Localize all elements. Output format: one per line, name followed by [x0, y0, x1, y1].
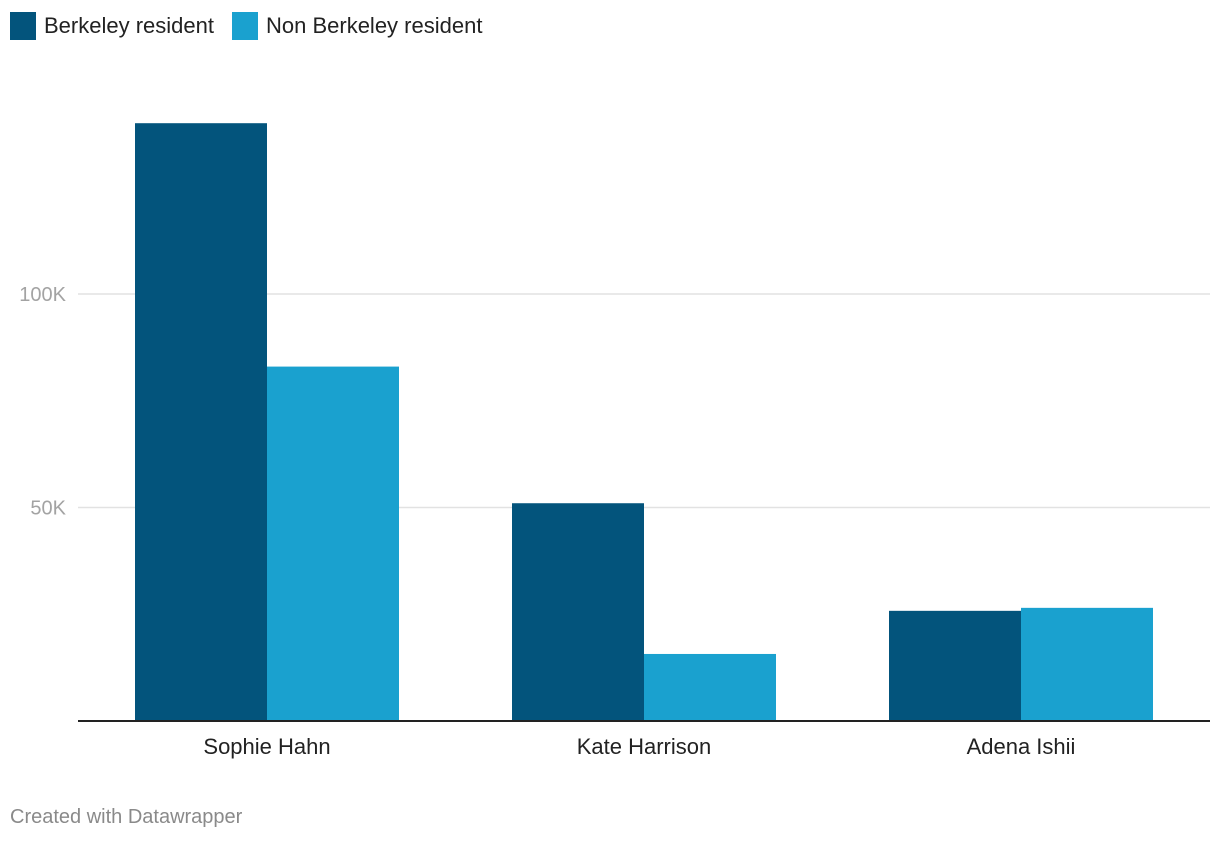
bar-non-berkeley-resident-adena-ishii: [1021, 607, 1153, 721]
bar-berkeley-resident-sophie-hahn: [135, 123, 267, 721]
x-tick-label: Kate Harrison: [577, 734, 712, 759]
legend: Berkeley resident Non Berkeley resident: [10, 12, 482, 40]
legend-swatch-berkeley-resident: [10, 12, 36, 40]
legend-item-non-berkeley-resident: Non Berkeley resident: [231, 12, 483, 40]
legend-item-berkeley-resident: Berkeley resident: [10, 12, 214, 40]
bar-non-berkeley-resident-sophie-hahn: [267, 366, 399, 721]
x-tick-label: Sophie Hahn: [203, 734, 330, 759]
y-tick-label: 50K: [30, 498, 66, 520]
legend-swatch-non-berkeley-resident: [231, 12, 258, 40]
bar-berkeley-resident-adena-ishii: [889, 610, 1021, 721]
bar-berkeley-resident-kate-harrison: [512, 503, 644, 721]
footer-credit: Created with Datawrapper: [10, 806, 243, 828]
legend-label-non-berkeley-resident: Non Berkeley resident: [265, 13, 483, 38]
x-tick-label: Adena Ishii: [967, 734, 1076, 759]
bar-non-berkeley-resident-kate-harrison: [644, 653, 776, 721]
legend-label-berkeley-resident: Berkeley resident: [44, 13, 214, 38]
y-tick-label: 100K: [19, 284, 66, 306]
